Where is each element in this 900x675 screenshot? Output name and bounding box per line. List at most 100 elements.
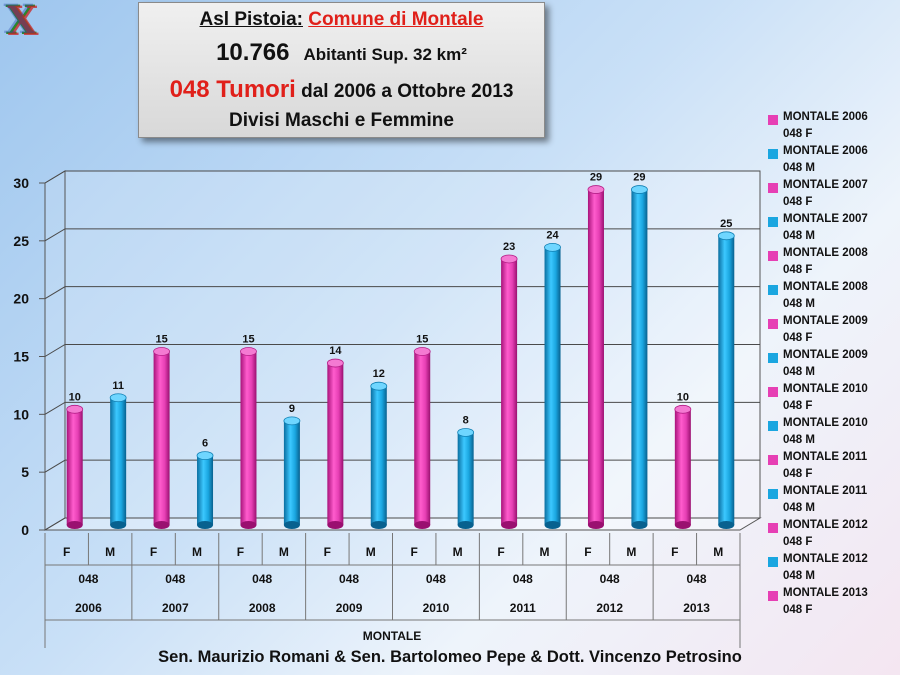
title-line-4: Divisi Maschi e Femmine (229, 110, 454, 131)
legend-swatch (768, 115, 778, 125)
bar (66, 404, 84, 529)
data-label: 29 (590, 172, 602, 184)
bar (587, 185, 605, 529)
period-text: dal 2006 a Ottobre 2013 (301, 81, 514, 102)
svg-text:X: X (7, 0, 38, 40)
legend-item: MONTALE 2006 048 M (768, 144, 900, 178)
title-line-2: 10.766 Abitanti Sup. 32 km² (139, 39, 544, 67)
bar (326, 358, 344, 529)
title-municipality: Comune di Montale (308, 9, 484, 30)
legend-sublabel: 048 F (783, 400, 813, 412)
bar (413, 347, 431, 529)
legend-item: MONTALE 2008 048 M (768, 280, 900, 314)
legend-item: MONTALE 2010 048 M (768, 416, 900, 450)
x-year-label: 2010 (423, 601, 450, 615)
legend-swatch (768, 217, 778, 227)
legend-sublabel: 048 F (783, 196, 813, 208)
y-tick-label: 15 (13, 349, 29, 365)
legend-label: MONTALE 2006 (783, 145, 868, 157)
legend-swatch (768, 387, 778, 397)
svg-text:X: X (3, 0, 34, 40)
x-sex-label: M (279, 545, 289, 559)
bar (109, 393, 127, 529)
legend-item: MONTALE 2013 048 F (768, 586, 900, 620)
x-sex-label: M (713, 545, 723, 559)
legend-sublabel: 048 F (783, 128, 813, 140)
bar (370, 381, 388, 529)
data-label: 15 (416, 334, 428, 346)
y-tick-label: 5 (21, 464, 29, 480)
legend-label: MONTALE 2010 (783, 417, 868, 429)
x-sex-label: M (626, 545, 636, 559)
title-line-3: 048 Tumori dal 2006 a Ottobre 2013 (139, 76, 544, 104)
gridline (44, 286, 760, 300)
gridline (44, 401, 760, 415)
legend-item: MONTALE 2006 048 F (768, 110, 900, 144)
gridline (44, 228, 760, 242)
legend-item: MONTALE 2010 048 F (768, 382, 900, 416)
bar (674, 404, 692, 529)
legend-item: MONTALE 2011 048 F (768, 450, 900, 484)
data-label: 6 (202, 438, 208, 450)
x-sex-label: M (453, 545, 463, 559)
y-tick-label: 25 (13, 233, 29, 249)
legend-sublabel: 048 F (783, 332, 813, 344)
bar (717, 231, 735, 529)
x-code-label: 048 (339, 572, 359, 586)
legend-label: MONTALE 2011 (783, 451, 868, 463)
bar (196, 451, 214, 529)
bar (457, 428, 475, 529)
data-label: 12 (373, 368, 385, 380)
x-year-label: 2012 (596, 601, 623, 615)
data-label: 23 (503, 241, 515, 253)
legend-swatch (768, 285, 778, 295)
legend-sublabel: 048 F (783, 264, 813, 276)
x-year-label: 2007 (162, 601, 189, 615)
data-label: 24 (546, 229, 559, 241)
x-code-label: 048 (252, 572, 272, 586)
data-label: 15 (155, 334, 167, 346)
data-label: 10 (677, 391, 689, 403)
legend-swatch (768, 251, 778, 261)
x-sex-label: F (324, 545, 331, 559)
x-sex-label: F (63, 545, 70, 559)
population-number: 10.766 (216, 39, 290, 66)
x-year-label: 2013 (683, 601, 710, 615)
x-code-label: 048 (600, 572, 620, 586)
legend-item: MONTALE 2008 048 F (768, 246, 900, 280)
legend-sublabel: 048 F (783, 536, 813, 548)
data-label: 15 (242, 334, 254, 346)
x-sex-label: M (192, 545, 202, 559)
x-year-label: 2008 (249, 601, 276, 615)
legend-swatch (768, 421, 778, 431)
title-line-1: Asl Pistoia: Comune di Montale (139, 9, 544, 31)
data-label: 11 (112, 380, 124, 392)
x-sex-label: F (497, 545, 504, 559)
legend-swatch (768, 591, 778, 601)
population-text: Abitanti Sup. 32 km² (303, 45, 467, 64)
title-box: Asl Pistoia: Comune di Montale 10.766 Abi… (138, 2, 545, 138)
x-code-label: 048 (78, 572, 98, 586)
data-label: 10 (69, 391, 81, 403)
legend-swatch (768, 183, 778, 193)
gridline (44, 517, 760, 531)
legend-sublabel: 048 M (783, 570, 815, 582)
legend-swatch (768, 455, 778, 465)
legend-sublabel: 048 M (783, 366, 815, 378)
legend-label: MONTALE 2008 (783, 247, 868, 259)
x-code-label: 048 (687, 572, 707, 586)
legend-label: MONTALE 2013 (783, 587, 868, 599)
data-label: 14 (329, 345, 342, 357)
legend-swatch (768, 149, 778, 159)
x-sex-label: M (540, 545, 550, 559)
legend-label: MONTALE 2011 (783, 485, 868, 497)
legend-item: MONTALE 2012 048 M (768, 552, 900, 586)
data-label: 8 (463, 414, 469, 426)
x-logo-icon: X X X (3, 0, 38, 40)
x-code-label: 048 (513, 572, 533, 586)
x-year-label: 2009 (336, 601, 363, 615)
x-sex-label: F (150, 545, 157, 559)
x-sex-label: F (584, 545, 591, 559)
gridline (44, 344, 760, 357)
